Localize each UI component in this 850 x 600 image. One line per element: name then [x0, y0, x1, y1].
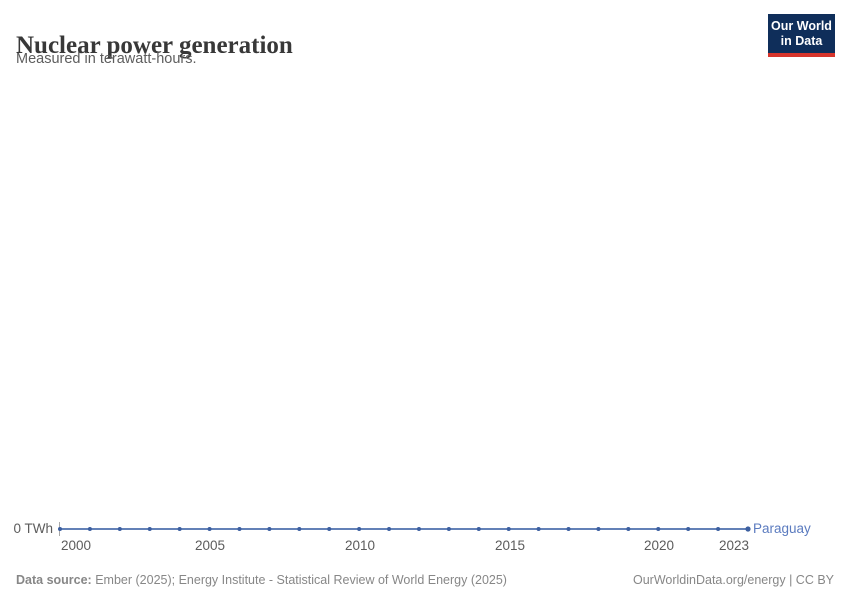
- x-tick-2020: 2020: [643, 538, 675, 553]
- chart-footer: Data source: Ember (2025); Energy Instit…: [0, 572, 850, 588]
- owid-logo-line1: Our World: [771, 18, 832, 33]
- data-source-note: Data source: Ember (2025); Energy Instit…: [16, 572, 507, 588]
- owid-credit-link[interactable]: OurWorldinData.org/energy | CC BY: [632, 573, 834, 587]
- x-tick-2005: 2005: [194, 538, 226, 553]
- owid-logo-text: Our World in Data: [771, 19, 832, 49]
- chart-subtitle: Measured in terawatt-hours.: [16, 51, 197, 67]
- data-source-label: Data source:: [16, 573, 92, 587]
- page-title: Nuclear power generation: [16, 31, 293, 59]
- owid-logo-line2: in Data: [780, 33, 823, 48]
- x-tick-2010: 2010: [344, 538, 376, 553]
- y-axis-zero-label: 0 TWh: [13, 521, 53, 536]
- owid-logo[interactable]: Our World in Data: [768, 14, 835, 57]
- x-tick-2015: 2015: [494, 538, 526, 553]
- x-tick-2000: 2000: [60, 538, 92, 553]
- chart-line-svg[interactable]: [0, 495, 850, 565]
- x-tick-2023: 2023: [718, 538, 750, 553]
- data-source-text: Ember (2025); Energy Institute - Statist…: [91, 573, 507, 587]
- chart-plot-area[interactable]: [0, 90, 850, 520]
- series-label-paraguay[interactable]: Paraguay: [753, 521, 811, 536]
